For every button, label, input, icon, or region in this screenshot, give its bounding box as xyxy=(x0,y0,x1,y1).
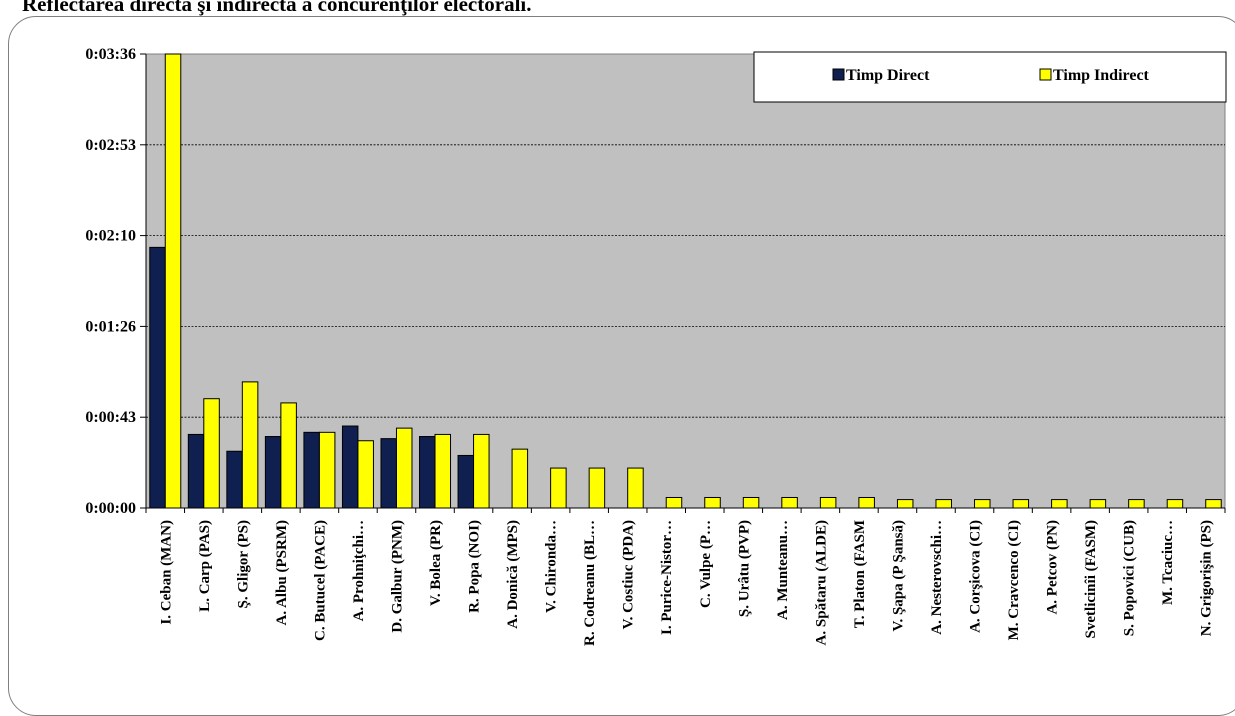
x-tick-label: D. Galbur (PNM) xyxy=(389,520,405,633)
bar-indirect xyxy=(742,496,760,509)
legend-swatch-indirect xyxy=(1039,68,1052,81)
bar-direct xyxy=(226,450,243,509)
bar-indirect xyxy=(858,496,875,509)
bar-indirect xyxy=(395,427,413,509)
x-tick-label: V. Chironda… xyxy=(544,520,560,613)
legend-label-direct: Timp Direct xyxy=(846,67,930,84)
bar-indirect xyxy=(588,467,606,509)
bar-indirect xyxy=(434,433,452,509)
x-axis-labels: I. Ceban (MAN) L. Carp (PAS) Ş. Gligor (PS… xyxy=(145,508,1226,646)
bar-indirect xyxy=(203,398,220,509)
y-tick-label: 0:00:00 xyxy=(85,500,136,517)
chart-title: Reflectarea directă şi indirectă a concu… xyxy=(22,0,532,16)
x-tick-label: A. Corşicova (CI) xyxy=(968,520,984,633)
y-tick-label: 0:02:10 xyxy=(85,228,136,245)
bar-indirect xyxy=(1128,499,1145,509)
x-tick-label: Ş. Gligor (PS) xyxy=(235,520,251,608)
bar-indirect xyxy=(665,496,683,509)
x-tick-label: A. Spătaru (ALDE) xyxy=(813,520,829,645)
bar-indirect xyxy=(511,448,529,509)
legend-label-indirect: Timp Indirect xyxy=(1053,67,1150,84)
legend-swatch-direct xyxy=(832,68,845,81)
x-tick-label: V. Bolea (PR) xyxy=(428,520,444,606)
bar-direct xyxy=(264,436,282,509)
bar-indirect xyxy=(627,467,644,509)
x-tick-label: A. Albu (PSRM) xyxy=(274,520,290,625)
x-tick-label: C. Vulpe (P… xyxy=(698,520,714,608)
bar-direct xyxy=(341,425,359,509)
bar-indirect xyxy=(357,440,374,509)
bar-indirect xyxy=(1051,499,1068,509)
bar-indirect xyxy=(1012,499,1030,509)
bar-indirect xyxy=(974,499,991,509)
x-tick-label: A. Munteanu… xyxy=(775,520,791,620)
bar-direct xyxy=(149,246,166,509)
x-tick-label: T. Platon (FASM xyxy=(852,520,868,628)
bar-direct xyxy=(303,431,320,509)
bar-indirect xyxy=(473,433,490,509)
bar-indirect xyxy=(1089,499,1107,509)
x-tick-label: C. Butucel (PACE) xyxy=(312,520,328,641)
x-tick-label: I. Purice-Nistor… xyxy=(659,520,675,635)
x-tick-label: A. Donică (MPS) xyxy=(505,520,521,629)
bar-chart: 0:00:00 0:00:43 0:01:26 0:02:10 0:02:53 0:03:… xyxy=(85,46,1227,646)
bar-direct xyxy=(380,438,397,509)
bar-indirect xyxy=(1205,499,1222,509)
gridlines xyxy=(146,144,1225,418)
bar-indirect xyxy=(704,496,721,509)
bar-indirect xyxy=(318,431,336,509)
bar-direct xyxy=(187,433,205,509)
bar-direct xyxy=(457,454,475,509)
x-tick-label: Svetlicinîi (FASM) xyxy=(1083,520,1099,638)
x-tick-label: Ş. Urâtu (PVP) xyxy=(736,520,752,617)
bar-indirect xyxy=(280,402,297,509)
legend: Timp Direct Timp Indirect xyxy=(753,51,1227,103)
bar-indirect xyxy=(550,467,567,509)
y-axis: 0:00:00 0:00:43 0:01:26 0:02:10 0:02:53 0:03:… xyxy=(85,46,1225,517)
x-tick-label: A. Nesterovschi… xyxy=(929,520,945,635)
bar-indirect xyxy=(896,499,914,509)
x-tick-label: L. Carp (PAS) xyxy=(197,520,213,612)
bar-indirect xyxy=(241,381,259,509)
x-tick-label: A. Petcov (PN) xyxy=(1045,520,1061,615)
x-tick-label: V. Şapa (P Şansă) xyxy=(890,520,906,631)
bar-indirect xyxy=(819,496,837,509)
y-tick-label: 0:01:26 xyxy=(85,318,136,335)
x-tick-label: R. Codreanu (BL… xyxy=(582,520,598,646)
legend-box xyxy=(753,51,1227,103)
x-tick-label: A. Prohniţchi… xyxy=(351,520,367,621)
bar-indirect xyxy=(164,53,182,509)
bar-indirect xyxy=(781,496,798,509)
bar-indirect xyxy=(935,499,952,509)
x-tick-label: N. Grigorişin (PS) xyxy=(1199,520,1215,636)
x-tick-label: V. Costiuc (PDA) xyxy=(621,520,637,629)
x-tick-label: M. Cravcenco (CI) xyxy=(1006,520,1022,640)
bar-indirect xyxy=(1166,499,1184,509)
y-tick-label: 0:03:36 xyxy=(85,46,136,63)
y-tick-label: 0:02:53 xyxy=(85,137,136,154)
x-tick-label: I. Ceban (MAN) xyxy=(158,520,174,625)
x-tick-label: S. Popovici (CUB) xyxy=(1122,520,1138,636)
bar-direct xyxy=(419,436,436,509)
x-tick-label: R. Popa (NOI) xyxy=(467,520,483,613)
y-tick-label: 0:00:43 xyxy=(85,409,136,426)
x-tick-label: M. Tcaciuc… xyxy=(1160,520,1176,605)
